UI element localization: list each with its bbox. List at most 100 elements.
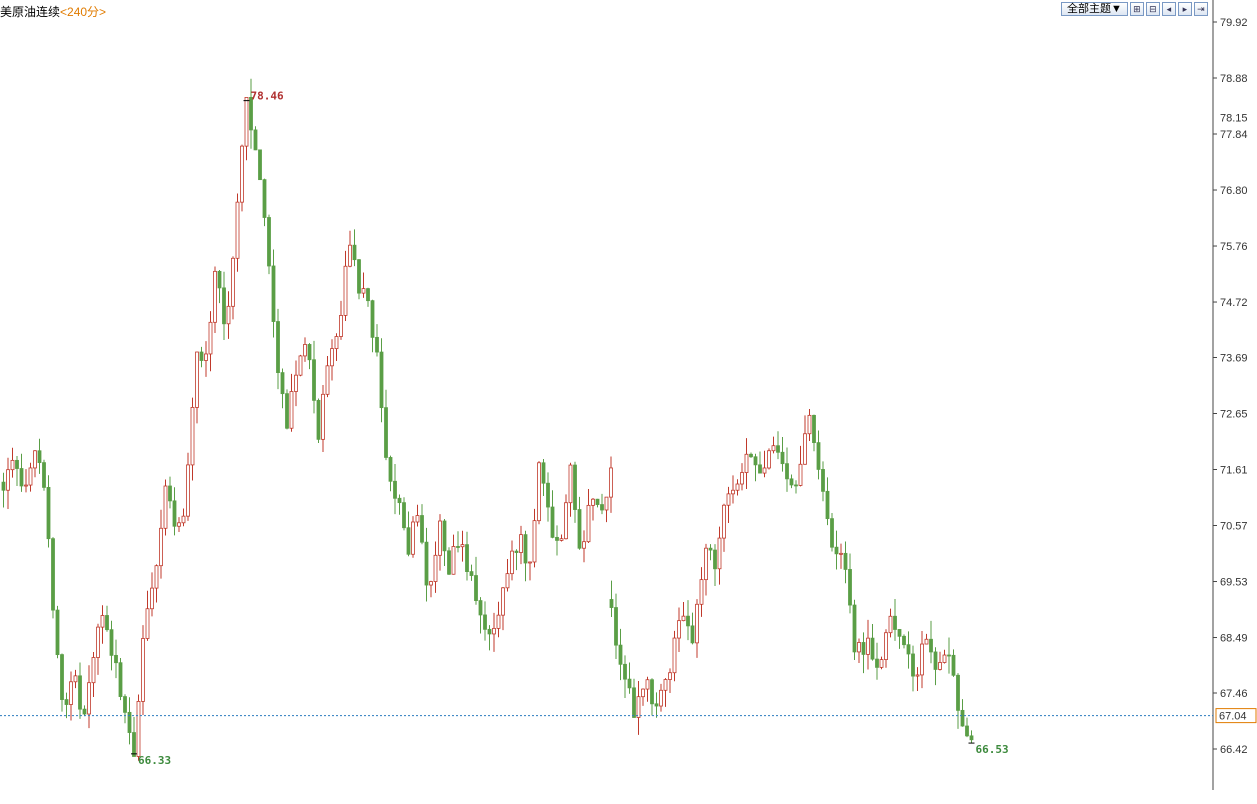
candle-body xyxy=(623,663,627,680)
candle-body xyxy=(321,393,325,440)
candle-body xyxy=(717,537,722,570)
candle-body xyxy=(947,654,951,657)
candle-body xyxy=(159,527,163,567)
candle-body xyxy=(46,486,51,540)
candle-body xyxy=(118,662,123,697)
candle-body xyxy=(60,654,64,700)
candle-body xyxy=(258,149,262,181)
candle-body xyxy=(10,459,15,471)
y-axis-tick-label: 66.42 xyxy=(1220,744,1248,756)
period-selector[interactable]: <240分> xyxy=(60,5,107,19)
candle-body xyxy=(411,521,415,555)
candle-body xyxy=(415,515,420,523)
candle-body xyxy=(933,651,938,670)
candle-body xyxy=(785,463,789,480)
candle-body xyxy=(150,587,154,610)
candle-body xyxy=(235,201,240,259)
candle-body xyxy=(726,493,731,506)
candle-body xyxy=(96,626,100,658)
candle-body xyxy=(591,498,595,506)
chart-toolbar: 全部主题▼ ⊞ ⊟ ◂ ▸ ⇥ xyxy=(1061,2,1208,16)
candle-body xyxy=(87,682,91,715)
candle-body xyxy=(334,336,339,350)
candle-body xyxy=(100,615,105,628)
candle-body xyxy=(789,478,794,486)
candle-body xyxy=(870,637,875,660)
candle-body xyxy=(699,579,704,605)
candle-body xyxy=(704,547,708,581)
candle-body xyxy=(249,97,253,131)
candle-body xyxy=(366,288,370,302)
y-axis-tick-label: 75.76 xyxy=(1220,241,1248,253)
candle-body xyxy=(64,699,69,705)
candle-body xyxy=(740,472,744,485)
candle-body xyxy=(951,654,956,676)
candle-body xyxy=(713,549,717,570)
candle-body xyxy=(132,732,136,757)
candle-body xyxy=(956,674,960,711)
candle-body xyxy=(595,498,600,505)
candle-body xyxy=(262,179,267,218)
candle-body xyxy=(668,672,672,680)
chart-title: 美原油连续<240分> xyxy=(0,3,106,20)
candle-body xyxy=(361,288,366,294)
candle-body xyxy=(546,482,550,508)
y-axis-tick-label: 67.46 xyxy=(1220,688,1248,700)
candle-body xyxy=(672,637,677,674)
candle-body xyxy=(609,599,614,608)
candle-body xyxy=(843,552,848,570)
candle-body xyxy=(78,675,82,710)
annotation-label: 78.46 xyxy=(251,90,284,103)
candle-body xyxy=(893,615,897,630)
theme-dropdown-button[interactable]: 全部主题▼ xyxy=(1061,2,1128,16)
candle-body xyxy=(514,550,519,553)
candle-body xyxy=(388,457,393,482)
y-axis-tick-label: 70.57 xyxy=(1220,521,1248,533)
candle-body xyxy=(213,270,217,323)
candle-body xyxy=(749,453,753,458)
candle-body xyxy=(722,504,726,539)
candle-body xyxy=(559,538,564,541)
y-axis-tick-label: 78.88 xyxy=(1220,73,1248,85)
candle-body xyxy=(762,467,767,474)
candle-body xyxy=(681,615,686,622)
candle-body xyxy=(645,679,650,690)
candle-body xyxy=(51,538,55,611)
candle-body xyxy=(803,433,807,465)
candle-body xyxy=(564,502,568,540)
candle-body xyxy=(325,365,330,395)
candle-body xyxy=(384,407,388,458)
candle-body xyxy=(307,344,312,361)
candle-body xyxy=(105,615,109,631)
candle-body xyxy=(618,644,623,665)
candle-body xyxy=(604,496,609,511)
candle-body xyxy=(348,244,352,267)
candle-body xyxy=(231,257,235,307)
candle-body xyxy=(861,642,866,655)
candle-body xyxy=(294,374,298,392)
zoom-out-icon[interactable]: ⊟ xyxy=(1145,2,1160,16)
y-axis-tick-label: 72.65 xyxy=(1220,409,1248,421)
candle-body xyxy=(33,450,37,469)
candle-body xyxy=(627,678,632,689)
candle-body xyxy=(406,527,411,555)
candle-body xyxy=(222,287,226,325)
y-axis-tick-label: 69.53 xyxy=(1220,577,1248,589)
candle-body xyxy=(123,696,127,713)
scroll-right-icon[interactable]: ▸ xyxy=(1177,2,1192,16)
candle-body xyxy=(848,569,852,606)
y-axis-tick-label: 77.84 xyxy=(1220,129,1248,141)
candle-body xyxy=(812,414,816,444)
candle-body xyxy=(708,547,713,551)
candle-body xyxy=(582,541,586,549)
candle-body xyxy=(600,504,604,511)
scroll-left-icon[interactable]: ◂ xyxy=(1161,2,1176,16)
candle-body xyxy=(343,265,348,316)
candle-body xyxy=(510,550,514,575)
zoom-in-icon[interactable]: ⊞ xyxy=(1129,2,1144,16)
candle-body xyxy=(289,391,294,429)
candle-body xyxy=(204,353,208,361)
scroll-end-icon[interactable]: ⇥ xyxy=(1193,2,1208,16)
candle-body xyxy=(483,614,487,630)
